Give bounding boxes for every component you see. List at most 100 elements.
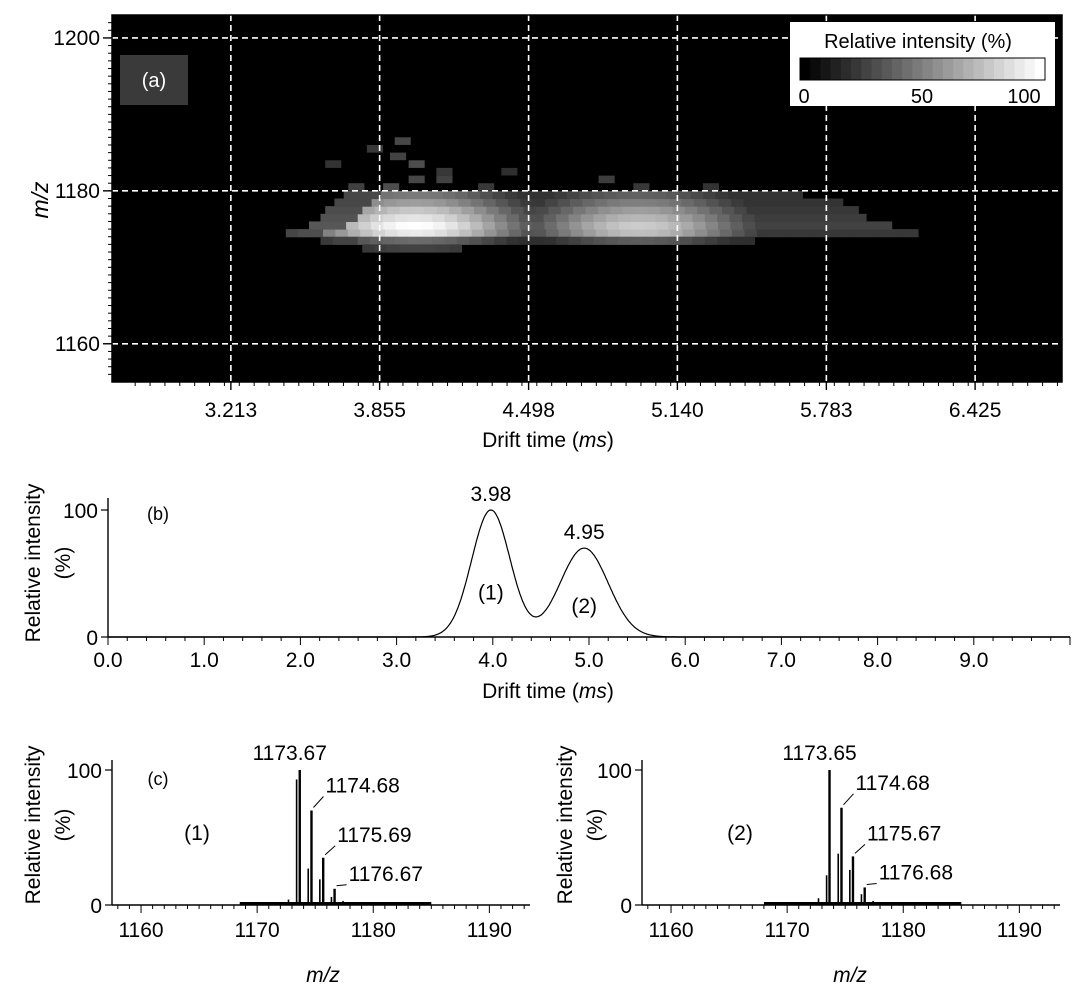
heatmap-cell: [456, 236, 470, 245]
chromatogram-xtick-label: 7.0: [767, 649, 796, 672]
panel-c-label: (c): [148, 769, 169, 789]
heatmap-cell: [285, 229, 299, 238]
colorbar-gradient: [800, 58, 1046, 80]
heatmap-cell: [543, 213, 557, 222]
heatmap-cell: [582, 198, 596, 207]
colorbar-swatch: [902, 58, 913, 80]
heatmap-cell: [697, 206, 711, 215]
spectrum-ytick-label: 100: [597, 760, 632, 783]
heatmap-cell: [544, 221, 558, 230]
chromatogram-peak-name: (2): [571, 595, 597, 618]
heatmap-cell: [597, 206, 611, 215]
heatmap-cell: [408, 221, 422, 230]
heatmap-cell: [732, 229, 745, 238]
spectrum-xtick-label: 1180: [881, 919, 926, 942]
heatmap-ytick-label: 1180: [55, 180, 100, 203]
heatmap-xtick-label: 3.855: [353, 399, 406, 422]
panel-b-label: (b): [147, 504, 169, 524]
heatmap-cell: [556, 221, 570, 230]
heatmap-cell: [519, 221, 533, 230]
heatmap-cell: [321, 221, 335, 230]
heatmap-cell: [653, 190, 667, 200]
heatmap-cell: [506, 213, 520, 222]
spectrum-1-ylabel-line2: (%): [52, 809, 75, 842]
heatmap-cell: [742, 236, 755, 245]
heatmap-cell: [469, 213, 483, 222]
spectrum-2-trace-name: (2): [727, 822, 753, 845]
heatmap-cell: [557, 198, 571, 207]
heatmap-cell: [418, 190, 432, 200]
heatmap-cell: [633, 183, 650, 191]
heatmap-cell: [495, 198, 509, 207]
heatmap-cell: [583, 229, 597, 238]
chromatogram-trace: [108, 509, 1070, 638]
heatmap-cell: [360, 229, 374, 238]
heatmap-cell: [332, 236, 346, 245]
xlabel-prefix: Drift time (: [482, 429, 579, 452]
panel-a-label: (a): [142, 70, 166, 92]
spectrum-1-axes: 1160 1170 1180 1190 0 100: [67, 760, 530, 942]
heatmap-xtick-label: 5.783: [800, 399, 853, 422]
heatmap-cell: [581, 221, 595, 230]
chromatogram-axes: 0.0 1.0 2.0 3.0 4.0 5.0 6.0 7.0 8.0 9.0 0 100: [63, 498, 1071, 672]
heatmap-cell: [521, 229, 535, 238]
heatmap-cell: [605, 236, 619, 245]
heatmap-cell: [334, 198, 348, 207]
colorbar-swatch: [953, 58, 964, 80]
heatmap-cell: [743, 198, 757, 207]
colorbar-tick-50: 50: [911, 86, 933, 108]
b-xlabel-suffix: ): [607, 680, 614, 703]
heatmap-cell: [486, 206, 500, 215]
chromatogram-ylabel-line1: Relative intensity: [22, 483, 45, 642]
heatmap-cell: [594, 221, 608, 230]
heatmap-cell: [719, 229, 733, 238]
heatmap-cell: [356, 190, 370, 200]
chromatogram-ylabel-line2: (%): [52, 547, 75, 580]
heatmap-cell: [659, 206, 673, 215]
heatmap-cell: [442, 190, 456, 200]
heatmap-cell: [520, 198, 534, 207]
heatmap-cell: [449, 244, 462, 253]
heatmap-cell: [348, 183, 365, 191]
heatmap-cell: [731, 198, 745, 207]
colorbar-swatch: [963, 58, 974, 80]
heatmap-cell: [818, 229, 832, 238]
heatmap-ticks: 3.213 3.855 4.498 5.140 5.783 6.425 1160 1180 12…: [53, 22, 1058, 422]
heatmap-cell: [608, 229, 622, 238]
heatmap-cell: [560, 206, 574, 215]
heatmap-cell: [670, 229, 684, 238]
colorbar-swatch: [810, 58, 821, 80]
heatmap-cell: [841, 213, 855, 222]
chromatogram-xtick-label: 1.0: [190, 649, 219, 672]
heatmap-cell: [508, 198, 521, 207]
heatmap-cell: [554, 190, 568, 200]
b-xlabel-unit: ms: [579, 680, 607, 703]
heatmap-cell: [693, 198, 707, 207]
heatmap-cell: [408, 198, 422, 207]
heatmap-cell: [821, 206, 834, 215]
heatmap-cell: [335, 229, 349, 238]
heatmap-cell: [647, 206, 661, 215]
heatmap-cell: [362, 244, 376, 253]
heatmap-cell: [504, 190, 518, 200]
heatmap-cell: [728, 190, 741, 200]
heatmap-cell: [558, 229, 572, 238]
heatmap-cell: [496, 229, 510, 238]
heatmap-cell: [420, 221, 434, 230]
spectrum-peak-label: 1175.69: [337, 824, 411, 847]
heatmap-cell: [793, 198, 807, 207]
heatmap-cell: [690, 190, 704, 200]
heatmap-cell: [556, 236, 570, 245]
heatmap-cell: [446, 198, 459, 207]
heatmap-cell: [325, 160, 342, 168]
heatmap-cell: [780, 198, 794, 207]
heatmap-ytick-label: 1160: [55, 333, 100, 356]
heatmap-cell: [387, 206, 401, 215]
heatmap-cell: [405, 190, 419, 200]
heatmap-ytick-label: 1200: [53, 27, 100, 50]
heatmap-cell: [573, 206, 587, 215]
heatmap-cell: [494, 236, 508, 245]
heatmap-cells: [285, 137, 919, 253]
heatmap-cell: [310, 229, 324, 238]
